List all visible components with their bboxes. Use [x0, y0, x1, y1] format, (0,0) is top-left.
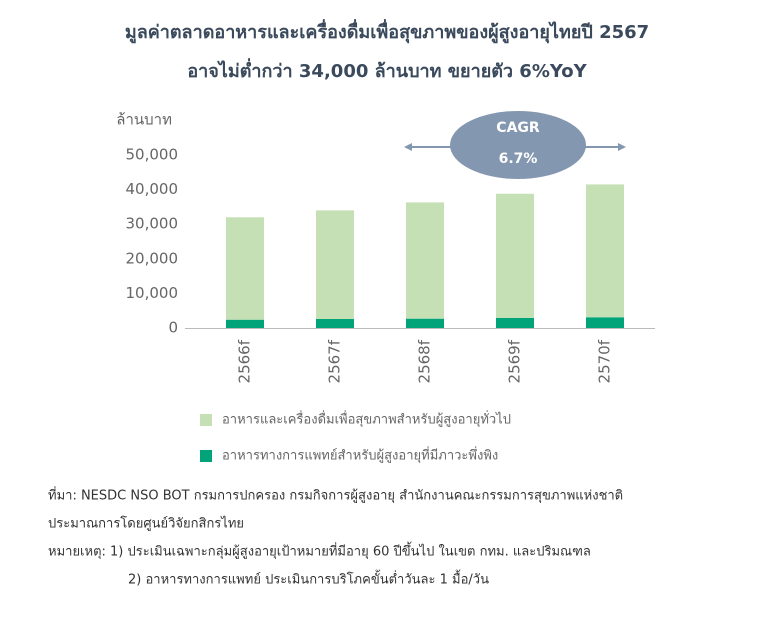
- x-tick-label: 2569f: [506, 339, 524, 383]
- bar-segment: [226, 319, 264, 328]
- x-tick-label: 2570f: [596, 339, 614, 383]
- note: ประมาณการโดยศูนย์วิจัยกสิกรไทย: [48, 516, 244, 532]
- note: 2) อาหารทางการแพทย์ ประเมินการบริโภคขั้น…: [128, 570, 489, 588]
- bar-segment: [496, 317, 534, 328]
- legend-swatch: [200, 414, 212, 426]
- bar-segment: [406, 318, 444, 328]
- x-tick-label: 2567f: [326, 339, 344, 383]
- y-tick-label: 50,000: [126, 146, 179, 164]
- bar-segment: [316, 319, 354, 328]
- y-tick-label: 30,000: [126, 215, 179, 233]
- y-tick-label: 40,000: [126, 180, 179, 198]
- bar-segment: [316, 210, 354, 320]
- x-tick-label: 2568f: [416, 339, 434, 383]
- bar-segment: [586, 317, 624, 328]
- note: ที่มา: NESDC NSO BOT กรมการปกครอง กรมกิจ…: [48, 487, 623, 504]
- y-axis-label: ล้านบาท: [116, 111, 172, 129]
- y-tick-label: 10,000: [126, 284, 179, 302]
- chart-title: มูลค่าตลาดอาหารและเครื่องดื่มเพื่อสุขภาพ…: [125, 19, 649, 44]
- arrow-head: [618, 143, 626, 151]
- note: หมายเหตุ: 1) ประเมินเฉพาะกลุ่มผู้สูงอายุ…: [48, 542, 591, 560]
- cagr-bubble: [450, 111, 586, 179]
- chart-subtitle: อาจไม่ต่ำกว่า 34,000 ล้านบาท ขยายตัว 6%Y…: [187, 58, 587, 82]
- bar-segment: [496, 193, 534, 318]
- cagr-value: 6.7%: [499, 151, 538, 167]
- legend-label: อาหารทางการแพทย์สำหรับผู้สูงอายุที่มีภาว…: [222, 447, 498, 464]
- y-tick-label: 20,000: [126, 249, 179, 267]
- y-tick-label: 0: [168, 319, 178, 337]
- legend-swatch: [200, 450, 212, 462]
- bar-segment: [406, 202, 444, 319]
- arrow-head: [404, 143, 412, 151]
- legend-label: อาหารและเครื่องดื่มเพื่อสุขภาพสำหรับผู้ส…: [222, 411, 511, 428]
- bar-segment: [226, 217, 264, 320]
- bar-segment: [586, 184, 624, 318]
- cagr-label: CAGR: [496, 120, 540, 136]
- x-tick-label: 2566f: [236, 339, 254, 383]
